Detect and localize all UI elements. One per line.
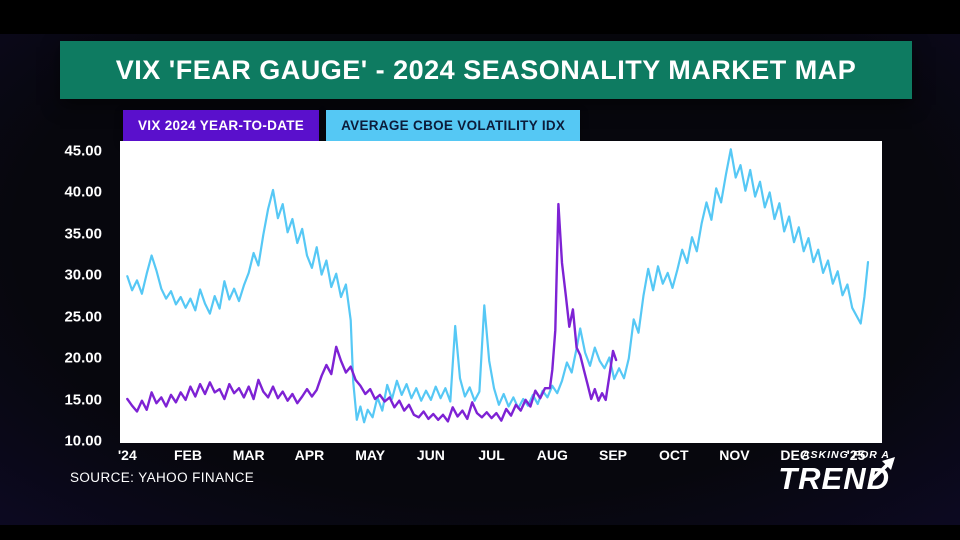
x-axis-label: APR	[294, 447, 325, 463]
chart-legend: VIX 2024 YEAR-TO-DATE AVERAGE CBOE VOLAT…	[123, 110, 581, 141]
title-banner: VIX 'FEAR GAUGE' - 2024 SEASONALITY MARK…	[60, 41, 912, 99]
brand-name-text: TREND	[778, 461, 890, 496]
x-axis-label: '24	[117, 447, 137, 463]
series-line-vix-2024-year-to-date	[126, 202, 618, 423]
series-line-average-cboe-volatility-idx	[126, 148, 870, 424]
page-title: VIX 'FEAR GAUGE' - 2024 SEASONALITY MARK…	[115, 54, 857, 85]
y-axis-label: 30.00	[64, 266, 102, 284]
brand-name: TREND	[778, 457, 895, 496]
bottom-letterbox-bar	[0, 525, 960, 540]
legend-chip-average-vix: AVERAGE CBOE VOLATILITY IDX	[326, 110, 581, 141]
y-axis-label: 40.00	[64, 183, 102, 201]
brand-logo: ASKING FOR A TREND	[778, 449, 895, 496]
x-axis: '24 FEB MAR APR MAY JUN JUL AUG SEP OCT NOV DEC '25	[117, 447, 882, 467]
source-credit: SOURCE: YAHOO FINANCE	[70, 470, 255, 485]
y-axis-label: 45.00	[64, 142, 102, 160]
legend-chip-vix-2024: VIX 2024 YEAR-TO-DATE	[123, 110, 320, 141]
x-axis-label: OCT	[658, 447, 689, 463]
y-axis-label: 35.00	[64, 225, 102, 243]
chart-plot-area	[120, 141, 882, 443]
y-axis-label: 15.00	[64, 391, 102, 409]
x-axis-label: JUN	[416, 447, 445, 463]
trend-arrow-icon	[869, 457, 895, 483]
x-axis-label: NOV	[719, 447, 750, 463]
y-axis-label: 10.00	[64, 432, 102, 450]
x-axis-label: DEC	[780, 447, 810, 463]
x-axis-label: MAR	[232, 447, 265, 463]
brand-tagline: ASKING FOR A	[801, 449, 890, 461]
y-axis-label: 20.00	[64, 349, 102, 367]
x-axis-label: SEP	[599, 447, 628, 463]
x-axis-label: JUL	[478, 447, 505, 463]
y-axis: 45.00 40.00 35.00 30.00 25.00 20.00 15.00 10.00	[0, 141, 112, 449]
x-axis-label: FEB	[174, 447, 202, 463]
x-axis-label: MAY	[355, 447, 386, 463]
y-axis-label: 25.00	[64, 308, 102, 326]
x-axis-label: AUG	[536, 447, 568, 463]
vix-line-chart	[126, 148, 870, 424]
x-axis-label: '25	[846, 447, 866, 463]
top-letterbox-bar	[0, 0, 960, 34]
